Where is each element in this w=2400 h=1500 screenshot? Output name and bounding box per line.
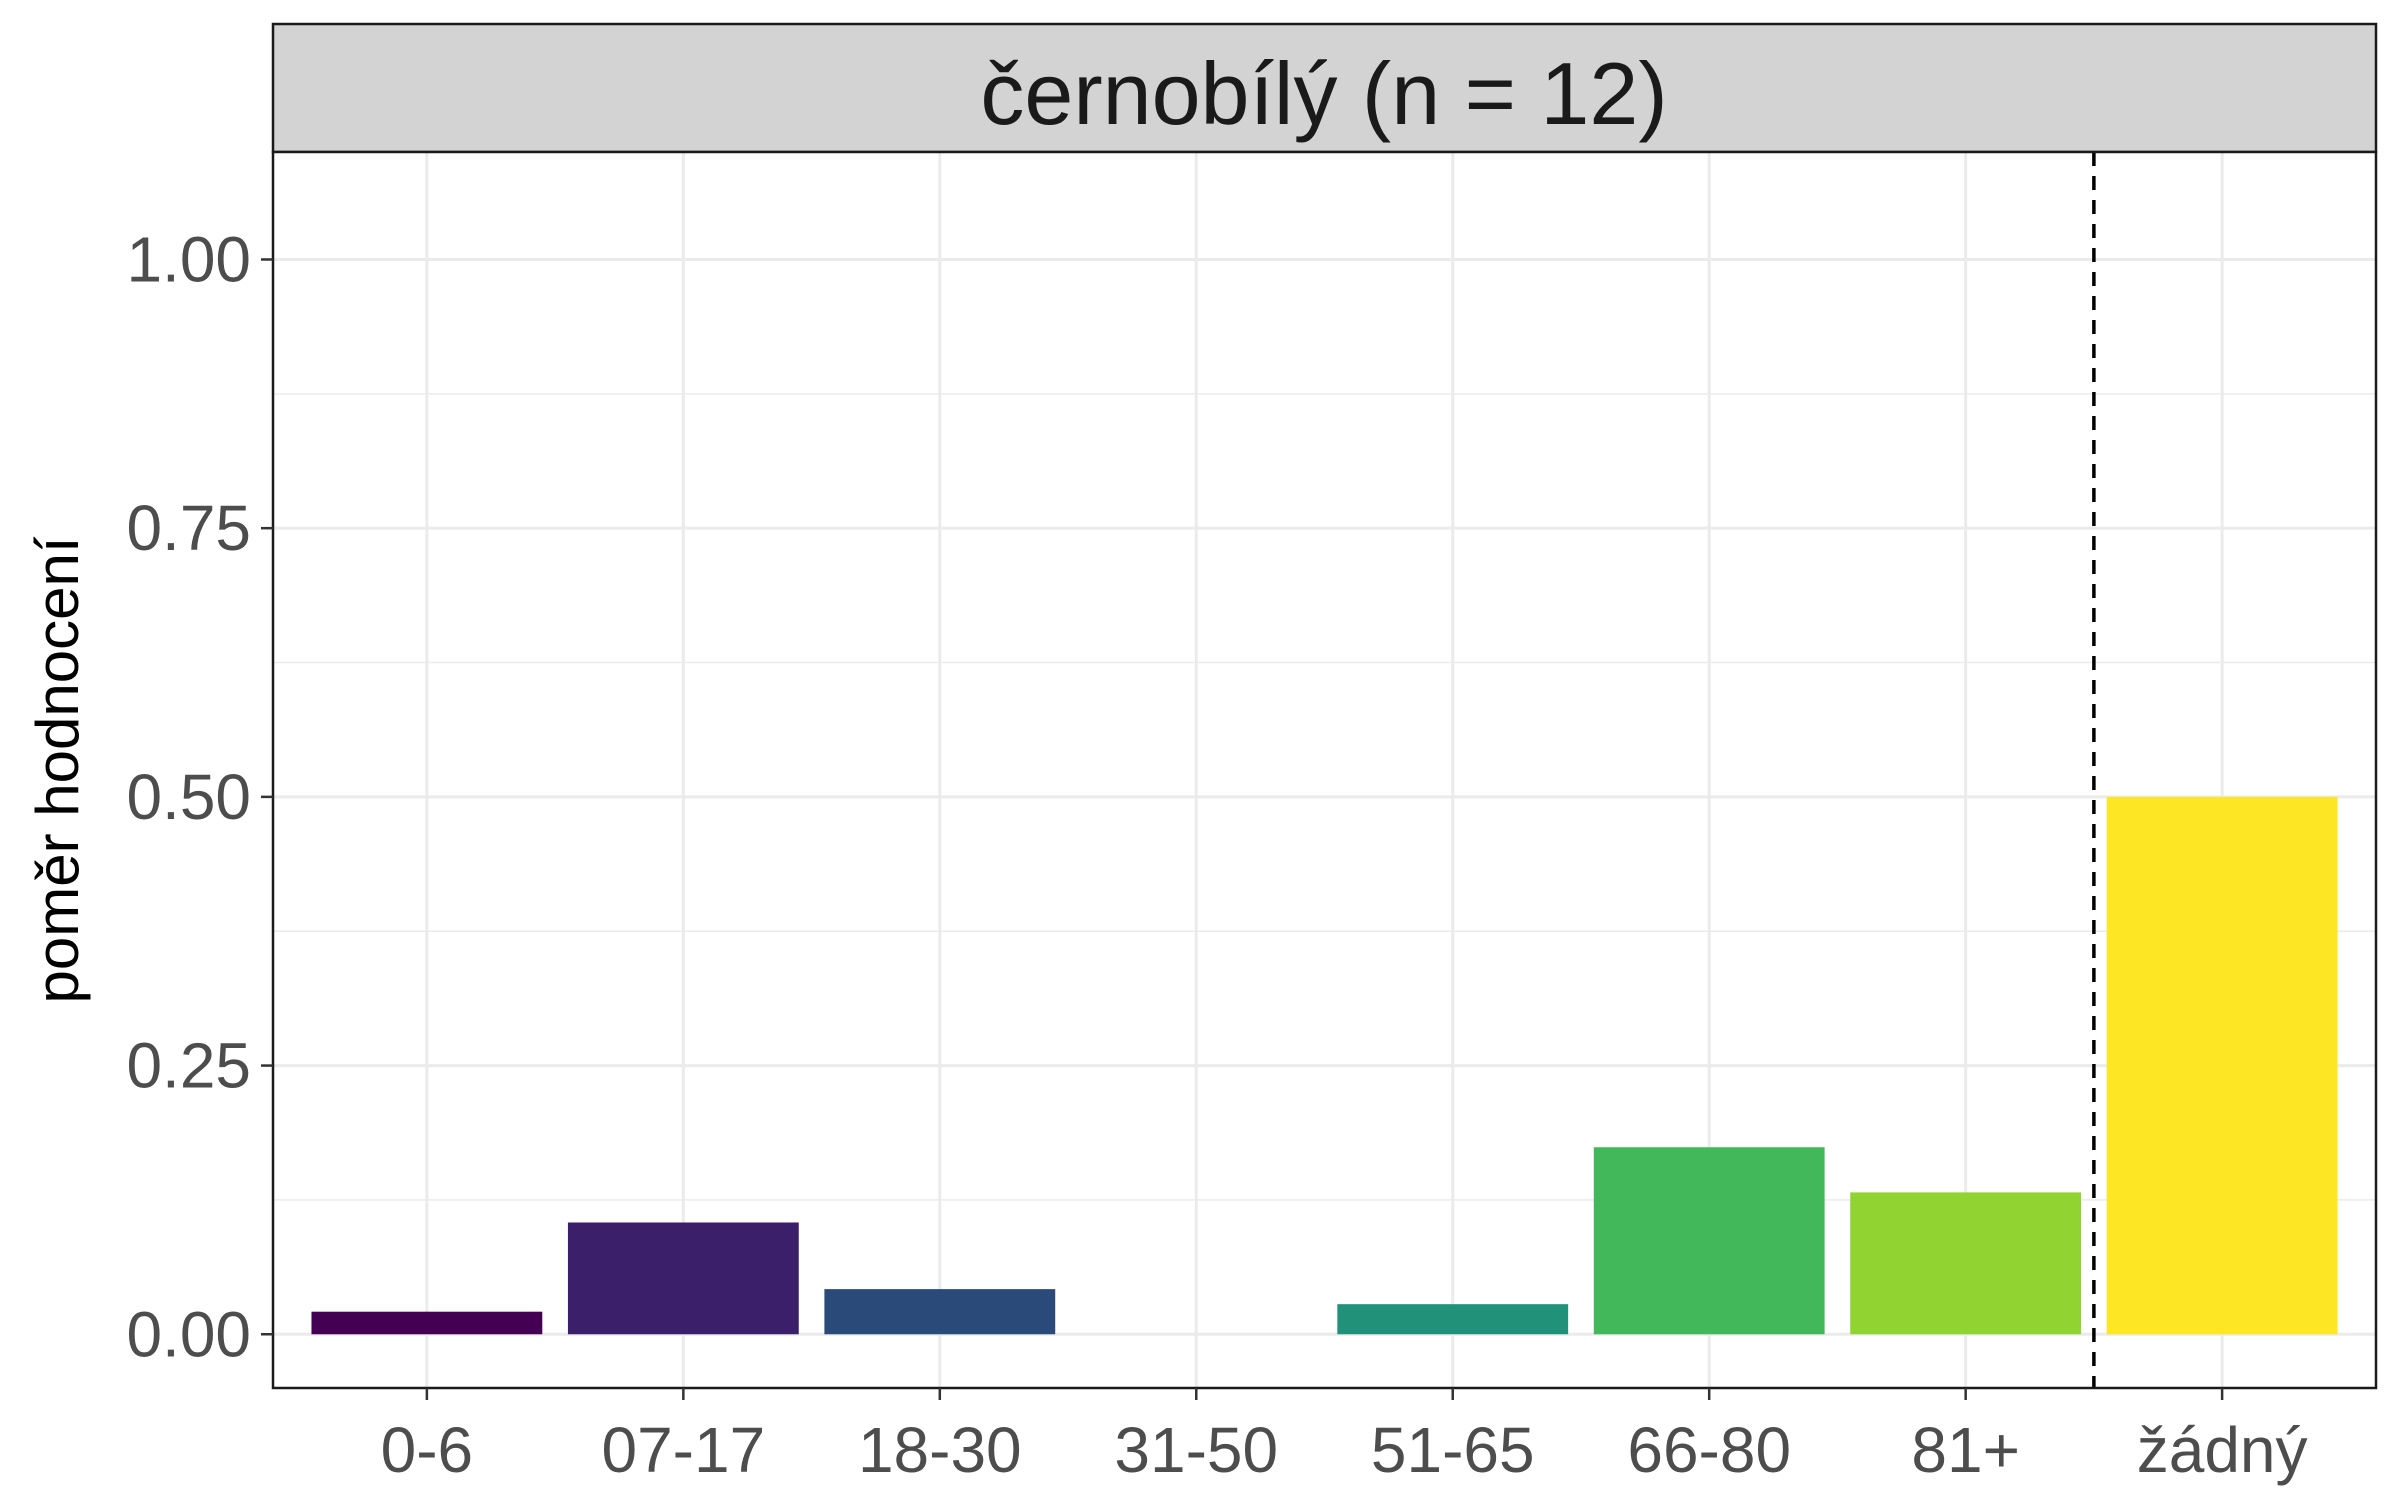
- x-tick-label: 51-65: [1371, 1414, 1535, 1486]
- bar-66-80: [1593, 1147, 1825, 1335]
- y-tick-label: 0.00: [126, 1298, 251, 1370]
- x-tick-label: 18-30: [858, 1414, 1022, 1486]
- x-tick-label: 81+: [1911, 1414, 2020, 1486]
- y-tick-label: 1.00: [126, 223, 251, 295]
- x-tick-label: 66-80: [1627, 1414, 1791, 1486]
- bar-0-6: [311, 1311, 543, 1335]
- y-tick-label: 0.75: [126, 492, 251, 564]
- plot-panel-border: [271, 150, 2378, 1390]
- x-tick-label: 07-17: [601, 1414, 765, 1486]
- bar-07-17: [567, 1222, 799, 1335]
- bars: [311, 796, 2338, 1335]
- gridlines: [273, 152, 2376, 1388]
- x-tick-label: 31-50: [1114, 1414, 1278, 1486]
- x-axis: 0-6 07-17 18-30 31-50 51-65 66-80 81+ žádný: [381, 1388, 2308, 1486]
- y-tick-label: 0.50: [126, 761, 251, 833]
- y-axis: 0.00 0.25 0.50 0.75 1.00: [126, 223, 273, 1370]
- bar-18-30: [824, 1289, 1056, 1335]
- facet-strip-background: [271, 22, 2378, 154]
- y-tick-label: 0.25: [126, 1030, 251, 1102]
- plot-panel: [273, 152, 2376, 1388]
- facet-title: černobílý (n = 12): [980, 44, 1667, 143]
- bar-51-65: [1337, 1304, 1569, 1335]
- facet-strip: černobílý (n = 12): [271, 22, 2378, 154]
- y-axis-title: poměr hodnocení: [24, 536, 91, 1003]
- bar-žádný: [2106, 796, 2338, 1335]
- x-tick-label: žádný: [2137, 1414, 2308, 1486]
- bar-81+: [1850, 1192, 2082, 1335]
- x-tick-label: 0-6: [381, 1414, 474, 1486]
